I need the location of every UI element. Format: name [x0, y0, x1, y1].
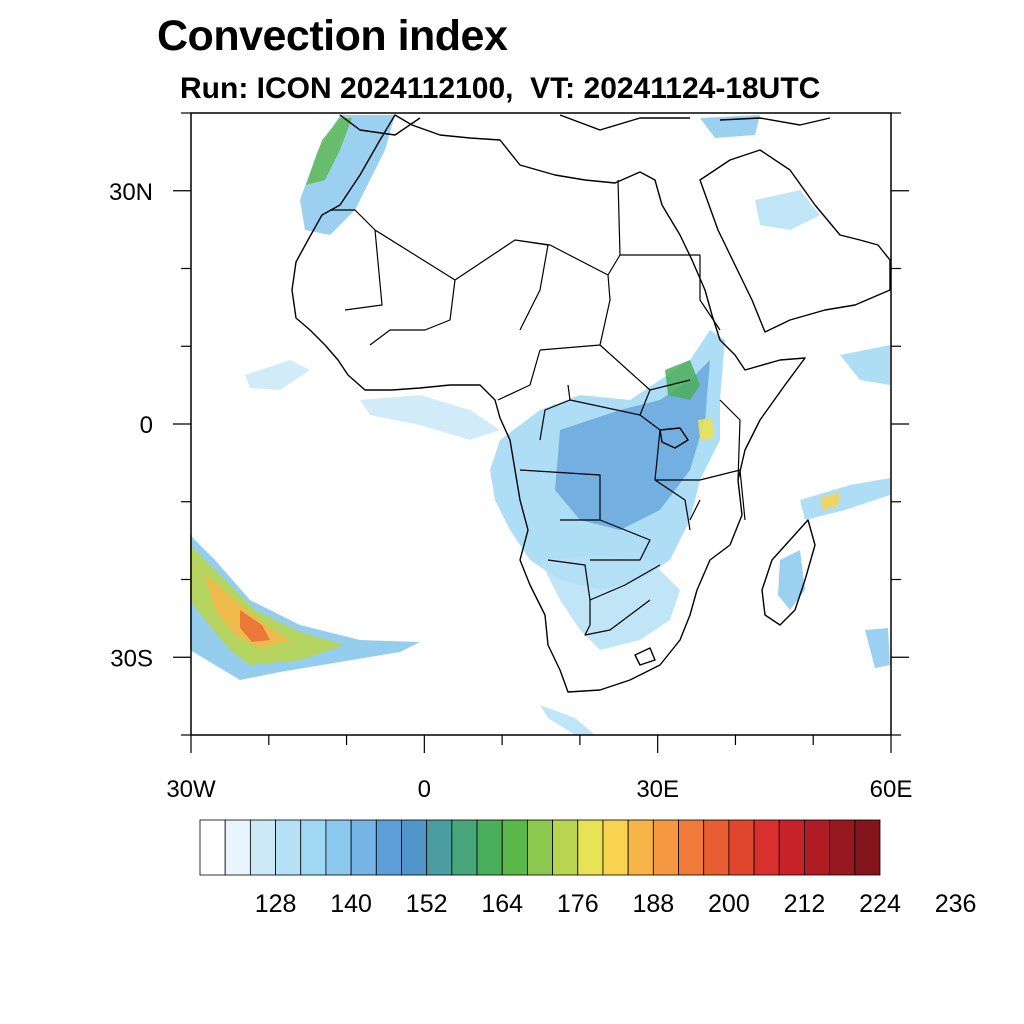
colorbar-label: 212	[784, 890, 826, 918]
run-subtitle: Run: ICON 2024112100, VT: 20241124-18UTC	[180, 72, 821, 105]
colorbar-swatch	[829, 819, 856, 876]
europe-coastline	[339, 114, 831, 136]
colorbar	[199, 819, 881, 876]
colorbar-swatch	[199, 819, 226, 876]
field-east-africa-hotspot	[665, 360, 700, 400]
colorbar-swatch	[728, 819, 755, 876]
colorbar-swatch	[778, 819, 805, 876]
field-nw-atlantic-core	[306, 118, 352, 185]
colorbar-swatch	[401, 819, 428, 876]
colorbar-swatch	[426, 819, 453, 876]
x-tick-label: 30W	[166, 776, 216, 803]
y-tick-label: 30S	[110, 645, 153, 672]
colorbar-swatch	[325, 819, 352, 876]
colorbar-swatch	[627, 819, 654, 876]
field-south-tail	[540, 705, 595, 735]
colorbar-label: 236	[935, 890, 977, 918]
lake-victoria	[659, 427, 689, 449]
coastlines-and-borders	[291, 114, 891, 693]
colorbar-swatch	[804, 819, 831, 876]
field-south-atlantic-mid	[190, 545, 345, 665]
colorbar-swatch	[753, 819, 780, 876]
colorbar-labels: 128 140 152 164 176 188 200 212 224 236	[255, 890, 977, 918]
field-west-atlantic-patch	[245, 360, 310, 390]
colorbar-label: 200	[708, 890, 750, 918]
colorbar-label: 164	[481, 890, 523, 918]
colorbar-swatch	[275, 819, 302, 876]
country-borders	[330, 179, 746, 636]
arabia-coastline	[699, 149, 891, 333]
lesotho-border	[634, 647, 656, 666]
colorbar-swatch	[249, 819, 276, 876]
colorbar-swatch	[300, 819, 327, 876]
field-southern-africa	[540, 555, 680, 650]
colorbar-label: 140	[330, 890, 372, 918]
colorbar-swatch	[476, 819, 503, 876]
colorbar-swatch	[501, 819, 528, 876]
colorbar-swatch	[451, 819, 478, 876]
colorbar-label: 188	[632, 890, 674, 918]
field-arabia	[755, 190, 820, 230]
y-tick-label: 30N	[109, 179, 153, 206]
field-gulf-guinea	[360, 395, 500, 440]
colorbar-swatch	[577, 819, 604, 876]
convection-field-layer	[190, 115, 890, 735]
field-central-africa-core	[555, 360, 710, 530]
colorbar-swatch	[678, 819, 705, 876]
colorbar-label: 224	[859, 890, 901, 918]
colorbar-swatch	[224, 819, 251, 876]
x-tick-label: 0	[418, 776, 431, 803]
colorbar-swatch	[703, 819, 730, 876]
field-indian-ocean	[800, 478, 890, 520]
colorbar-swatch	[602, 819, 629, 876]
field-south-atlantic-core2	[240, 610, 270, 642]
field-madagascar	[778, 550, 805, 610]
colorbar-label: 152	[406, 890, 448, 918]
madagascar-coastline	[761, 519, 816, 626]
field-indian-ocean-core	[820, 492, 840, 510]
colorbar-label: 176	[557, 890, 599, 918]
axis-ticks	[173, 112, 909, 753]
page-title: Convection index	[157, 12, 508, 60]
field-mediterranean	[700, 115, 760, 138]
colorbar-swatch	[854, 819, 881, 876]
y-tick-label: 0	[140, 412, 153, 439]
colorbar-swatch	[652, 819, 679, 876]
field-east-ocean	[840, 345, 890, 385]
africa-coastline	[291, 114, 806, 693]
colorbar-swatch	[527, 819, 553, 876]
field-east-africa-hotspot2	[698, 418, 714, 440]
axis-tick-labels: 30W 0 30E 60E 30N 0 30S	[109, 179, 912, 803]
field-south-atlantic-core	[205, 575, 290, 648]
x-tick-label: 60E	[870, 776, 913, 803]
x-tick-label: 30E	[636, 776, 679, 803]
colorbar-swatch	[375, 819, 402, 876]
field-se-ocean	[865, 628, 890, 668]
colorbar-label: 128	[255, 890, 297, 918]
colorbar-swatch	[552, 819, 579, 876]
colorbar-swatch	[350, 819, 377, 876]
